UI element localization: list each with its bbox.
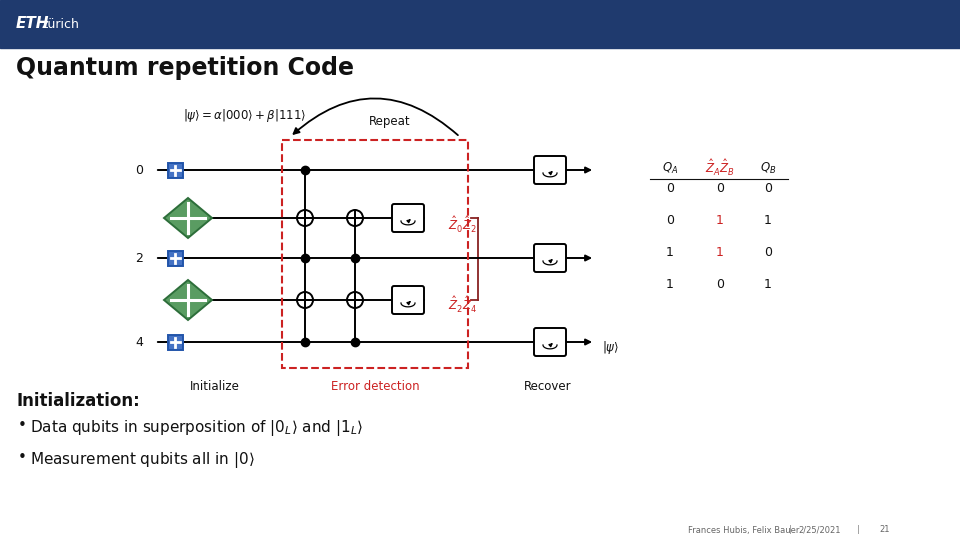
Text: 2: 2 xyxy=(135,252,143,265)
Text: zürich: zürich xyxy=(42,17,80,30)
Text: $Q_B$: $Q_B$ xyxy=(759,160,777,176)
Text: 1: 1 xyxy=(716,213,724,226)
Text: 0: 0 xyxy=(764,246,772,259)
FancyBboxPatch shape xyxy=(392,286,424,314)
Text: 1: 1 xyxy=(764,278,772,291)
Text: $|\psi\rangle = \alpha|000\rangle+\beta|111\rangle$: $|\psi\rangle = \alpha|000\rangle+\beta|… xyxy=(183,106,306,124)
Text: Data qubits in superposition of $|0_L\rangle$ and $|1_L\rangle$: Data qubits in superposition of $|0_L\ra… xyxy=(30,418,364,438)
Text: |: | xyxy=(856,525,859,535)
FancyBboxPatch shape xyxy=(392,204,424,232)
Text: 1: 1 xyxy=(764,213,772,226)
FancyBboxPatch shape xyxy=(167,251,182,266)
Text: Frances Hubis, Felix Bauer: Frances Hubis, Felix Bauer xyxy=(688,525,800,535)
FancyBboxPatch shape xyxy=(167,163,182,178)
Text: 1: 1 xyxy=(666,278,674,291)
Text: $\hat{Z}_0\hat{Z}_2$: $\hat{Z}_0\hat{Z}_2$ xyxy=(448,215,476,235)
Polygon shape xyxy=(164,198,212,238)
Text: •: • xyxy=(18,450,27,465)
FancyBboxPatch shape xyxy=(534,244,566,272)
Text: 1: 1 xyxy=(666,246,674,259)
Text: |: | xyxy=(788,525,791,535)
Text: $\hat{Z}_2\hat{Z}_4$: $\hat{Z}_2\hat{Z}_4$ xyxy=(448,295,477,315)
Text: $|\psi\rangle$: $|\psi\rangle$ xyxy=(602,339,619,355)
Text: $Q_A$: $Q_A$ xyxy=(661,160,678,176)
Text: Initialization:: Initialization: xyxy=(16,392,140,410)
Text: 0: 0 xyxy=(764,181,772,194)
Text: 0: 0 xyxy=(666,213,674,226)
Text: ETH: ETH xyxy=(16,17,50,31)
FancyBboxPatch shape xyxy=(534,156,566,184)
Text: 4: 4 xyxy=(135,335,143,348)
Text: 0: 0 xyxy=(666,181,674,194)
Text: 0: 0 xyxy=(716,181,724,194)
Text: Quantum repetition Code: Quantum repetition Code xyxy=(16,56,354,80)
FancyBboxPatch shape xyxy=(534,328,566,356)
Bar xyxy=(0,0,960,48)
Text: •: • xyxy=(18,418,27,433)
Text: Measurement qubits all in $|0\rangle$: Measurement qubits all in $|0\rangle$ xyxy=(30,450,254,470)
Polygon shape xyxy=(164,280,212,320)
Text: 2/25/2021: 2/25/2021 xyxy=(799,525,841,535)
Text: Error detection: Error detection xyxy=(330,380,420,393)
Text: 0: 0 xyxy=(716,278,724,291)
Text: 0: 0 xyxy=(135,164,143,177)
Text: Initialize: Initialize xyxy=(190,380,240,393)
Bar xyxy=(282,140,468,368)
Text: Repeat: Repeat xyxy=(370,115,411,128)
Text: 21: 21 xyxy=(879,525,890,535)
Text: Recover: Recover xyxy=(524,380,572,393)
FancyBboxPatch shape xyxy=(167,334,182,349)
Text: 1: 1 xyxy=(716,246,724,259)
Text: $\hat{Z}_A\hat{Z}_B$: $\hat{Z}_A\hat{Z}_B$ xyxy=(706,158,734,178)
